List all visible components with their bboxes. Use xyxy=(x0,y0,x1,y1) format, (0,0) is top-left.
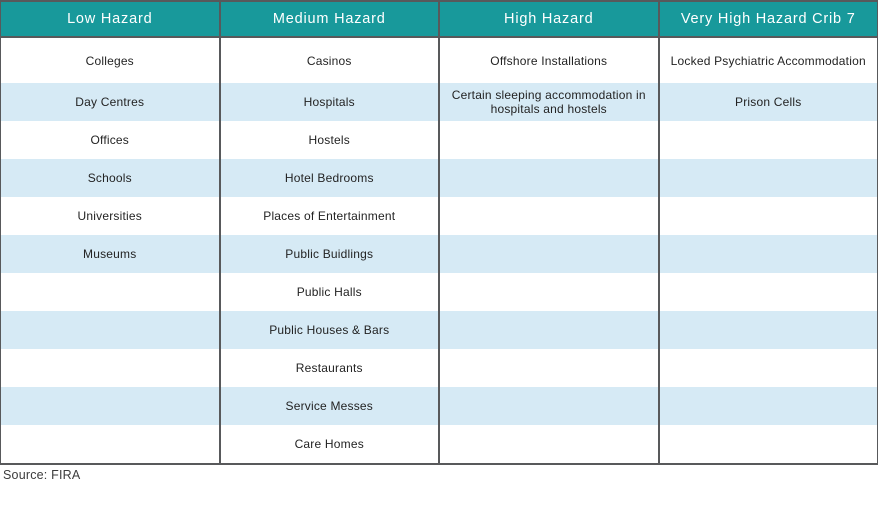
table-cell xyxy=(659,273,877,311)
table-cell xyxy=(440,159,658,197)
table-cell: Casinos xyxy=(220,38,438,83)
table-cell xyxy=(440,235,658,273)
table-cell xyxy=(1,387,219,425)
table-cell xyxy=(440,273,658,311)
table-cell: Universities xyxy=(1,197,219,235)
column-header: High Hazard xyxy=(440,2,658,38)
table-cell: Hostels xyxy=(220,121,438,159)
table-cell xyxy=(659,425,877,463)
source-note: Source: FIRA xyxy=(3,468,81,482)
table-cell xyxy=(1,425,219,463)
table-cell: Hospitals xyxy=(220,83,438,121)
column-header: Low Hazard xyxy=(1,2,219,38)
table-cell: Schools xyxy=(1,159,219,197)
table-cell xyxy=(659,197,877,235)
column-header: Medium Hazard xyxy=(220,2,438,38)
table-cell xyxy=(659,387,877,425)
table-cell: Colleges xyxy=(1,38,219,83)
table-cell xyxy=(440,425,658,463)
table-cell xyxy=(659,311,877,349)
column-low-hazard: Low Hazard Colleges Day Centres Offices Scho… xyxy=(1,2,219,463)
table-cell xyxy=(659,121,877,159)
hazard-classification-figure: Low Hazard Colleges Day Centres Offices Scho… xyxy=(0,0,878,482)
table-cell xyxy=(440,197,658,235)
column-very-high-hazard-crib-7: Very High Hazard Crib 7 Locked Psychiatri… xyxy=(657,2,877,463)
table-cell xyxy=(1,349,219,387)
table-cell xyxy=(659,349,877,387)
table-cell xyxy=(659,235,877,273)
table-cell: Locked Psychiatric Accommodation xyxy=(659,38,877,83)
table-cell: Museums xyxy=(1,235,219,273)
table-cell xyxy=(440,349,658,387)
table-cell: Restaurants xyxy=(220,349,438,387)
table-cell xyxy=(1,311,219,349)
table-cell: Certain sleeping accommodation in hospit… xyxy=(440,83,658,121)
table-cell: Public Houses & Bars xyxy=(220,311,438,349)
table-cell: Hotel Bedrooms xyxy=(220,159,438,197)
table-cell xyxy=(440,121,658,159)
column-header: Very High Hazard Crib 7 xyxy=(659,2,877,38)
table-cell: Offices xyxy=(1,121,219,159)
table-cell: Day Centres xyxy=(1,83,219,121)
table-cell: Prison Cells xyxy=(659,83,877,121)
table-cell: Public Buidlings xyxy=(220,235,438,273)
table-cell: Care Homes xyxy=(220,425,438,463)
table-cell xyxy=(440,311,658,349)
table-cell: Places of Entertainment xyxy=(220,197,438,235)
table-cell: Offshore Installations xyxy=(440,38,658,83)
table-cell xyxy=(440,387,658,425)
table-cell xyxy=(1,273,219,311)
hazard-table: Low Hazard Colleges Day Centres Offices Scho… xyxy=(0,0,878,465)
table-cell xyxy=(659,159,877,197)
table-cell: Service Messes xyxy=(220,387,438,425)
column-medium-hazard: Medium Hazard Casinos Hospitals Hostels Hote… xyxy=(218,2,438,463)
table-cell: Public Halls xyxy=(220,273,438,311)
column-high-hazard: High Hazard Offshore Installations Certain… xyxy=(438,2,658,463)
